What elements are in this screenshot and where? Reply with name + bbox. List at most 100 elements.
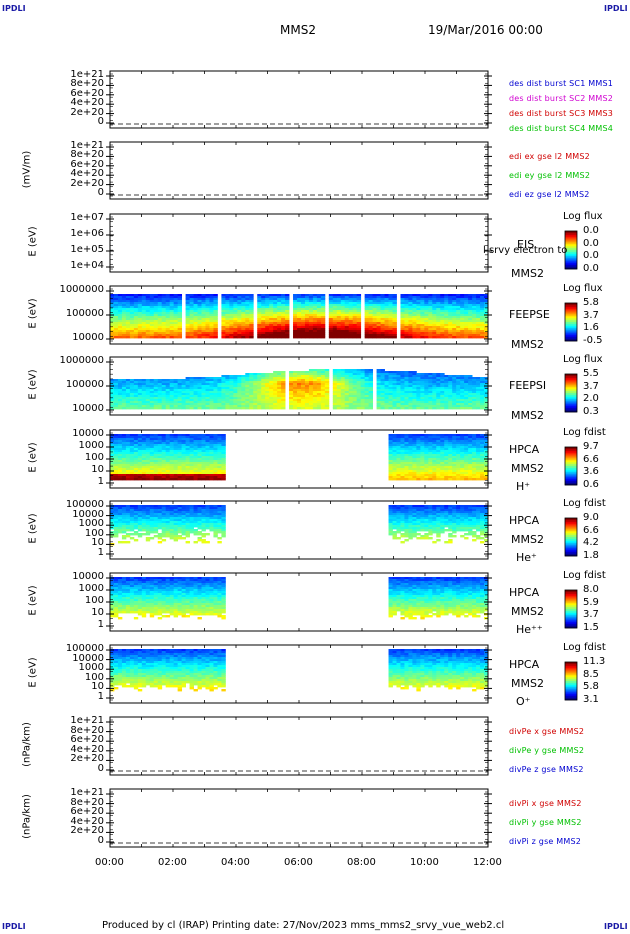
spectrogram-cell [110,308,115,311]
spectrogram-cell [460,387,465,390]
spectrogram-cell [149,466,155,469]
spectrogram-cell [141,401,147,404]
spectrogram-cell [157,334,163,337]
spectrogram-cell [273,397,278,400]
spectrogram-cell [181,440,186,443]
spectrogram-cell [300,375,306,378]
spectrogram-cell [440,444,445,447]
spectrogram-cell [173,407,179,410]
colorbar-segment [565,325,577,328]
spectrogram-cell [408,294,413,297]
spectrogram-cell [452,395,457,398]
spectrogram-cell [193,377,198,380]
spectrogram-cell [153,320,159,323]
spectrogram-cell [348,298,354,301]
spectrogram-cell [416,322,421,325]
spectrogram-cell [253,407,258,410]
spectrogram-cell [133,438,139,441]
spectrogram-cell [480,401,485,404]
spectrogram-cell [420,401,425,404]
spectrogram-cell [133,448,139,451]
spectrogram-cell [376,314,381,317]
spectrogram-cell [257,296,262,299]
spectrogram-cell [480,330,485,333]
spectrogram-cell [304,298,310,301]
spectrogram-cell [125,304,131,307]
spectrogram-cell [141,322,147,325]
spectrogram-cell [392,320,397,323]
spectrogram-cell [432,298,437,301]
spectrogram-cell [293,324,298,327]
spectrogram-cell [125,472,131,475]
spectrogram-cell [213,464,218,467]
spectrogram-cell [428,470,433,473]
spectrogram-cell [121,306,127,309]
spectrogram-cell [110,405,115,408]
spectrogram-cell [328,298,334,301]
spectrogram-cell [436,464,441,467]
spectrogram-cell [376,383,381,386]
spectrogram-cell [300,314,306,317]
spectrogram-cell [440,389,445,392]
spectrogram-cell [364,296,370,299]
spectrogram-cell [392,336,397,339]
spectrogram-cell [436,320,441,323]
spectrogram-cell [297,389,302,392]
spectrogram-cell [129,381,135,384]
spectrogram-cell [249,389,254,392]
spectrogram-cell [452,393,457,396]
spectrogram-cell [221,322,226,325]
spectrogram-cell [396,446,401,449]
spectrogram-cell [237,375,242,378]
spectrogram-cell [193,476,198,479]
spectrogram-cell [281,381,286,384]
spectrogram-cell [173,336,179,339]
spectrogram-cell [229,405,234,408]
spectrogram-cell [304,399,310,402]
spectrogram-cell [177,454,183,457]
colorbar-segment [565,400,577,403]
spectrogram-cell [440,438,445,441]
spectrogram-cell [205,393,210,396]
spectrogram-cell [316,300,322,303]
spectrogram-cell [149,316,155,319]
spectrogram-cell [340,318,346,321]
spectrogram-cell [117,478,123,481]
spectrogram-cell [348,306,354,309]
spectrogram-cell [249,391,254,394]
spectrogram-cell [165,450,171,453]
spectrogram-cell [436,468,441,471]
spectrogram-cell [137,330,143,333]
spectrogram-cell [177,395,183,398]
spectrogram-cell [364,371,370,374]
spectrogram-cell [432,381,437,384]
spectrogram-cell [424,462,429,465]
spectrogram-cell [400,332,405,335]
spectrogram-cell [364,318,370,321]
spectrogram-cell [201,442,206,445]
x-tick-label: 06:00 [284,857,313,868]
spectrogram-cell [245,379,250,382]
spectrogram-cell [141,332,147,335]
spectrogram-cell [189,458,194,461]
spectrogram-cell [145,395,151,398]
spectrogram-cell [217,395,222,398]
spectrogram-cell [197,391,202,394]
spectrogram-cell [484,324,489,327]
spectrogram-cell [356,298,362,301]
spectrogram-cell [476,322,481,325]
spectrogram-cell [448,440,453,443]
spectrogram-cell [428,334,433,337]
spectrogram-cell [149,294,155,297]
spectrogram-cell [420,436,425,439]
spectrogram-cell [476,401,481,404]
spectrogram-cell [436,381,441,384]
spectrogram-cell [145,397,151,400]
spectrogram-cell [121,383,127,386]
spectrogram-cell [110,399,115,402]
spectrogram-cell [161,302,167,305]
spectrogram-cell [149,336,155,339]
spectrogram-cell [177,464,183,467]
spectrogram-cell [356,332,362,335]
spectrogram-cell [217,452,222,455]
